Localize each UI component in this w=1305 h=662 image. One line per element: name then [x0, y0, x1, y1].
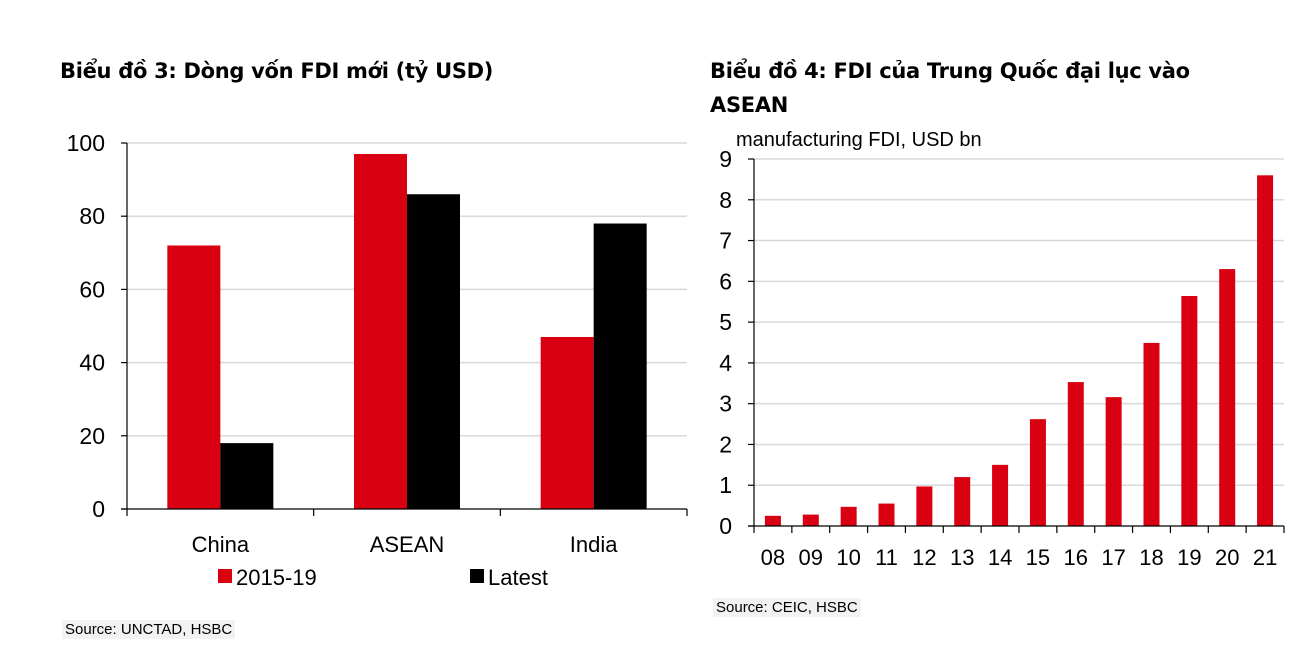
chart1-bar-latest-china — [220, 443, 274, 509]
chart1-xtick-label: China — [192, 532, 250, 557]
chart1-bar-2015-19-india — [540, 336, 594, 509]
chart2-xtick-label: 10 — [836, 545, 860, 570]
chart2-ytick-label: 3 — [719, 391, 732, 417]
chart1-bar-latest-asean — [407, 194, 460, 510]
chart2-ytick-label: 5 — [719, 309, 732, 335]
chart1-xtick-label: India — [570, 532, 618, 557]
chart2-bar-19 — [1181, 296, 1198, 526]
chart2-xtick-label: 15 — [1026, 545, 1050, 570]
chart2-xtick-label: 09 — [799, 545, 823, 570]
chart1-xtick-label: ASEAN — [370, 532, 445, 557]
chart2-xtick-label: 13 — [950, 545, 974, 570]
chart1-ytick-label: 60 — [79, 276, 105, 302]
chart2-xtick-label: 17 — [1101, 545, 1125, 570]
chart2-source: Source: CEIC, HSBC — [713, 598, 861, 617]
chart1-ytick-label: 80 — [79, 203, 105, 229]
chart2-bar-17 — [1105, 397, 1122, 526]
chart1-ytick-label: 40 — [79, 350, 105, 376]
chart2-bar-10 — [840, 506, 857, 526]
chart2-xtick-label: 18 — [1139, 545, 1163, 570]
chart2-ytick-label: 6 — [719, 268, 732, 294]
chart2-bar-16 — [1067, 382, 1084, 526]
chart2-xtick-label: 16 — [1064, 545, 1088, 570]
chart1-legend-swatch-1 — [470, 569, 484, 583]
chart1-legend-swatch-0 — [218, 569, 232, 583]
chart1-source: Source: UNCTAD, HSBC — [62, 620, 236, 639]
chart2-bar-09 — [802, 514, 819, 526]
chart2-title: Biểu đồ 4: FDI của Trung Quốc đại lục và… — [710, 59, 1190, 117]
chart2-xtick-label: 21 — [1253, 545, 1277, 570]
chart2-xtick-label: 19 — [1177, 545, 1201, 570]
chart1-legend-label-0: 2015-19 — [236, 565, 317, 590]
chart2-unit-label: manufacturing FDI, USD bn — [736, 129, 982, 151]
chart1-ytick-label: 100 — [67, 130, 105, 156]
chart1-bar-latest-india — [593, 223, 647, 509]
chart2-bar-15 — [1029, 419, 1046, 526]
chart2-ytick-label: 2 — [719, 431, 732, 457]
chart2-ytick-label: 1 — [719, 472, 732, 498]
chart2-bar-14 — [992, 464, 1009, 526]
chart2-bar-11 — [878, 503, 895, 526]
chart2-bar-12 — [916, 486, 933, 526]
chart2-xtick-label: 11 — [875, 545, 898, 570]
chart2-ytick-label: 4 — [719, 350, 732, 376]
chart2-xtick-label: 08 — [761, 545, 785, 570]
chart2-bar-18 — [1143, 342, 1160, 526]
chart1-legend-label-1: Latest — [488, 565, 548, 590]
chart2-xtick-label: 14 — [988, 545, 1012, 570]
chart2-xtick-label: 12 — [912, 545, 936, 570]
chart2-xtick-label: 20 — [1215, 545, 1239, 570]
chart2-ytick-label: 0 — [719, 513, 732, 539]
chart2-ytick-label: 7 — [719, 228, 732, 254]
chart1-ytick-label: 0 — [92, 496, 105, 522]
chart1-bar-2015-19-asean — [354, 153, 407, 510]
chart2-bar-13 — [954, 477, 971, 526]
chart2-bar-08 — [764, 515, 781, 526]
chart1-bar-2015-19-china — [167, 245, 221, 510]
chart2-ytick-label: 8 — [719, 187, 732, 213]
chart2-bar-21 — [1257, 175, 1274, 527]
chart1-ytick-label: 20 — [79, 423, 105, 449]
chart1-title: Biểu đồ 3: Dòng vốn FDI mới (tỷ USD) — [60, 59, 494, 83]
chart2-bar-20 — [1219, 269, 1236, 526]
chart2-ytick-label: 9 — [719, 146, 732, 172]
